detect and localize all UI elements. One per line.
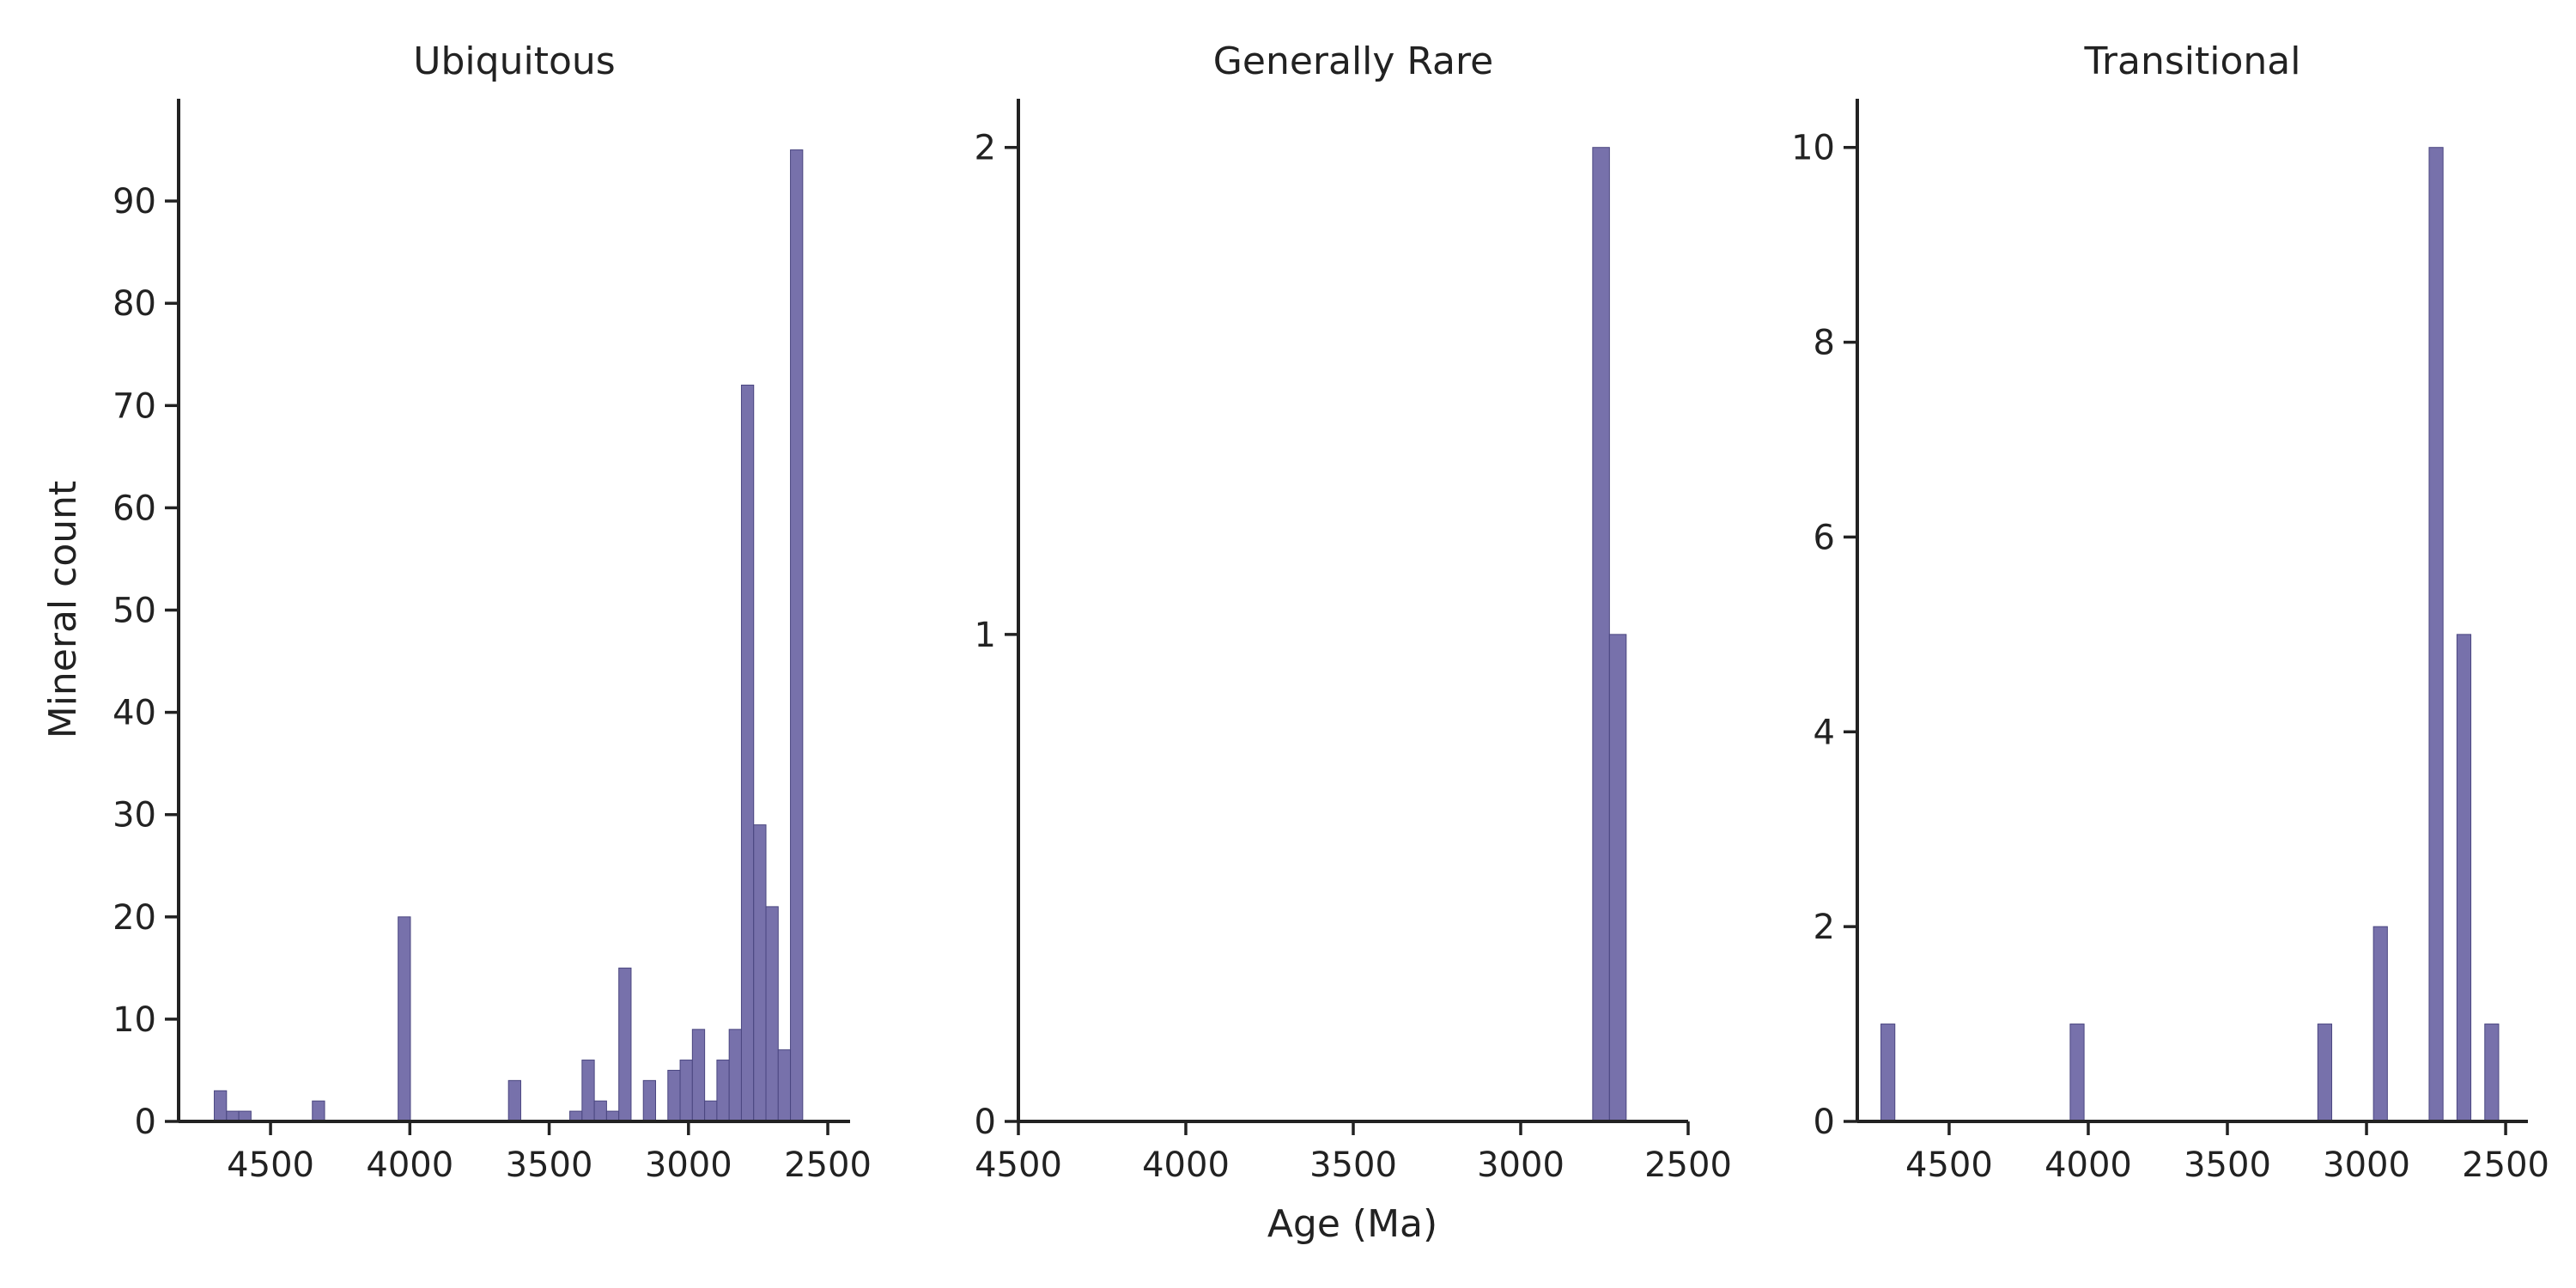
- histogram-bar: [777, 1049, 792, 1122]
- y-tick-label: 40: [112, 694, 156, 733]
- y-tick-label: 1: [975, 616, 996, 655]
- histogram-bar: [679, 1060, 693, 1122]
- histogram-bar: [398, 916, 411, 1122]
- y-tick-label: 2: [975, 129, 996, 168]
- histogram-bar: [753, 824, 767, 1122]
- x-tick-label: 3000: [2323, 1145, 2410, 1185]
- histogram-bar: [2484, 1024, 2500, 1122]
- histogram-bar: [2069, 1024, 2085, 1122]
- x-axis-label: Age (Ma): [1267, 1202, 1437, 1246]
- histogram-bar: [704, 1100, 718, 1122]
- histogram-bar: [581, 1060, 595, 1122]
- histogram-bar: [691, 1029, 706, 1122]
- histogram-bar: [593, 1100, 607, 1122]
- x-tick-label: 3500: [2184, 1145, 2271, 1185]
- x-tick-label: 4000: [1142, 1145, 1230, 1185]
- y-tick-label: 10: [112, 1000, 156, 1040]
- panel-2: Generally Rare 0 1 2 4500 4000 3500 3000 2500: [975, 39, 1732, 1185]
- histogram-bar: [2372, 926, 2388, 1122]
- x-tick-label: 3000: [645, 1145, 732, 1185]
- y-tick-label: 0: [135, 1103, 156, 1142]
- panel-title: Generally Rare: [1213, 39, 1493, 83]
- x-tick-label: 3000: [1477, 1145, 1564, 1185]
- y-tick-label: 8: [1814, 324, 1835, 363]
- histogram-bar: [790, 149, 804, 1122]
- y-tick-label: 0: [975, 1103, 996, 1142]
- panel-title: Transitional: [2084, 39, 2301, 83]
- histogram-bar: [618, 967, 632, 1122]
- histogram-bar: [667, 1069, 681, 1122]
- panel-title: Ubiquitous: [413, 39, 615, 83]
- y-tick-label: 30: [112, 796, 156, 835]
- panel-1: Ubiquitous 0 10 20 30 40 50 60 70 80 90 4500 4000 350…: [112, 39, 872, 1185]
- y-tick-label: 60: [112, 489, 156, 528]
- y-tick-label: 90: [112, 182, 156, 222]
- histogram-bar: [765, 906, 779, 1122]
- y-tick-label: 50: [112, 592, 156, 631]
- histogram-bar: [2317, 1024, 2333, 1122]
- y-tick-label: 6: [1814, 518, 1835, 557]
- y-tick-label: 10: [1791, 129, 1835, 168]
- x-tick-label: 4000: [366, 1145, 453, 1185]
- histogram-bar: [507, 1079, 521, 1122]
- histogram-bar: [214, 1090, 228, 1122]
- y-tick-label: 0: [1814, 1103, 1835, 1142]
- histogram-bar: [642, 1079, 657, 1122]
- histogram-bar: [2456, 634, 2472, 1122]
- histogram-bar: [1608, 634, 1627, 1122]
- x-tick-label: 2500: [2462, 1145, 2549, 1185]
- x-tick-label: 2500: [784, 1145, 872, 1185]
- histogram-bar: [1880, 1024, 1896, 1122]
- y-tick-label: 70: [112, 386, 156, 426]
- x-tick-label: 2500: [1644, 1145, 1732, 1185]
- y-tick-label: 4: [1814, 713, 1835, 752]
- x-tick-label: 4500: [1905, 1145, 1993, 1185]
- x-tick-label: 3500: [506, 1145, 593, 1185]
- histogram-bar: [1592, 147, 1610, 1122]
- x-tick-label: 4000: [2044, 1145, 2132, 1185]
- y-tick-label: 20: [112, 898, 156, 938]
- y-tick-label: 80: [112, 284, 156, 324]
- histogram-bar: [728, 1029, 742, 1122]
- y-axis-label: Mineral count: [41, 481, 85, 739]
- histogram-bar: [740, 384, 755, 1122]
- x-tick-label: 4500: [975, 1145, 1062, 1185]
- histogram-bar: [716, 1060, 730, 1122]
- histogram-bar: [2428, 147, 2444, 1122]
- histogram-bar: [312, 1100, 325, 1122]
- y-tick-label: 2: [1814, 908, 1835, 947]
- panel-3: Transitional 0 2 4 6 8 10 4500 4000 3500 3000 2500: [1791, 39, 2549, 1185]
- x-tick-label: 3500: [1309, 1145, 1397, 1185]
- x-tick-label: 4500: [227, 1145, 314, 1185]
